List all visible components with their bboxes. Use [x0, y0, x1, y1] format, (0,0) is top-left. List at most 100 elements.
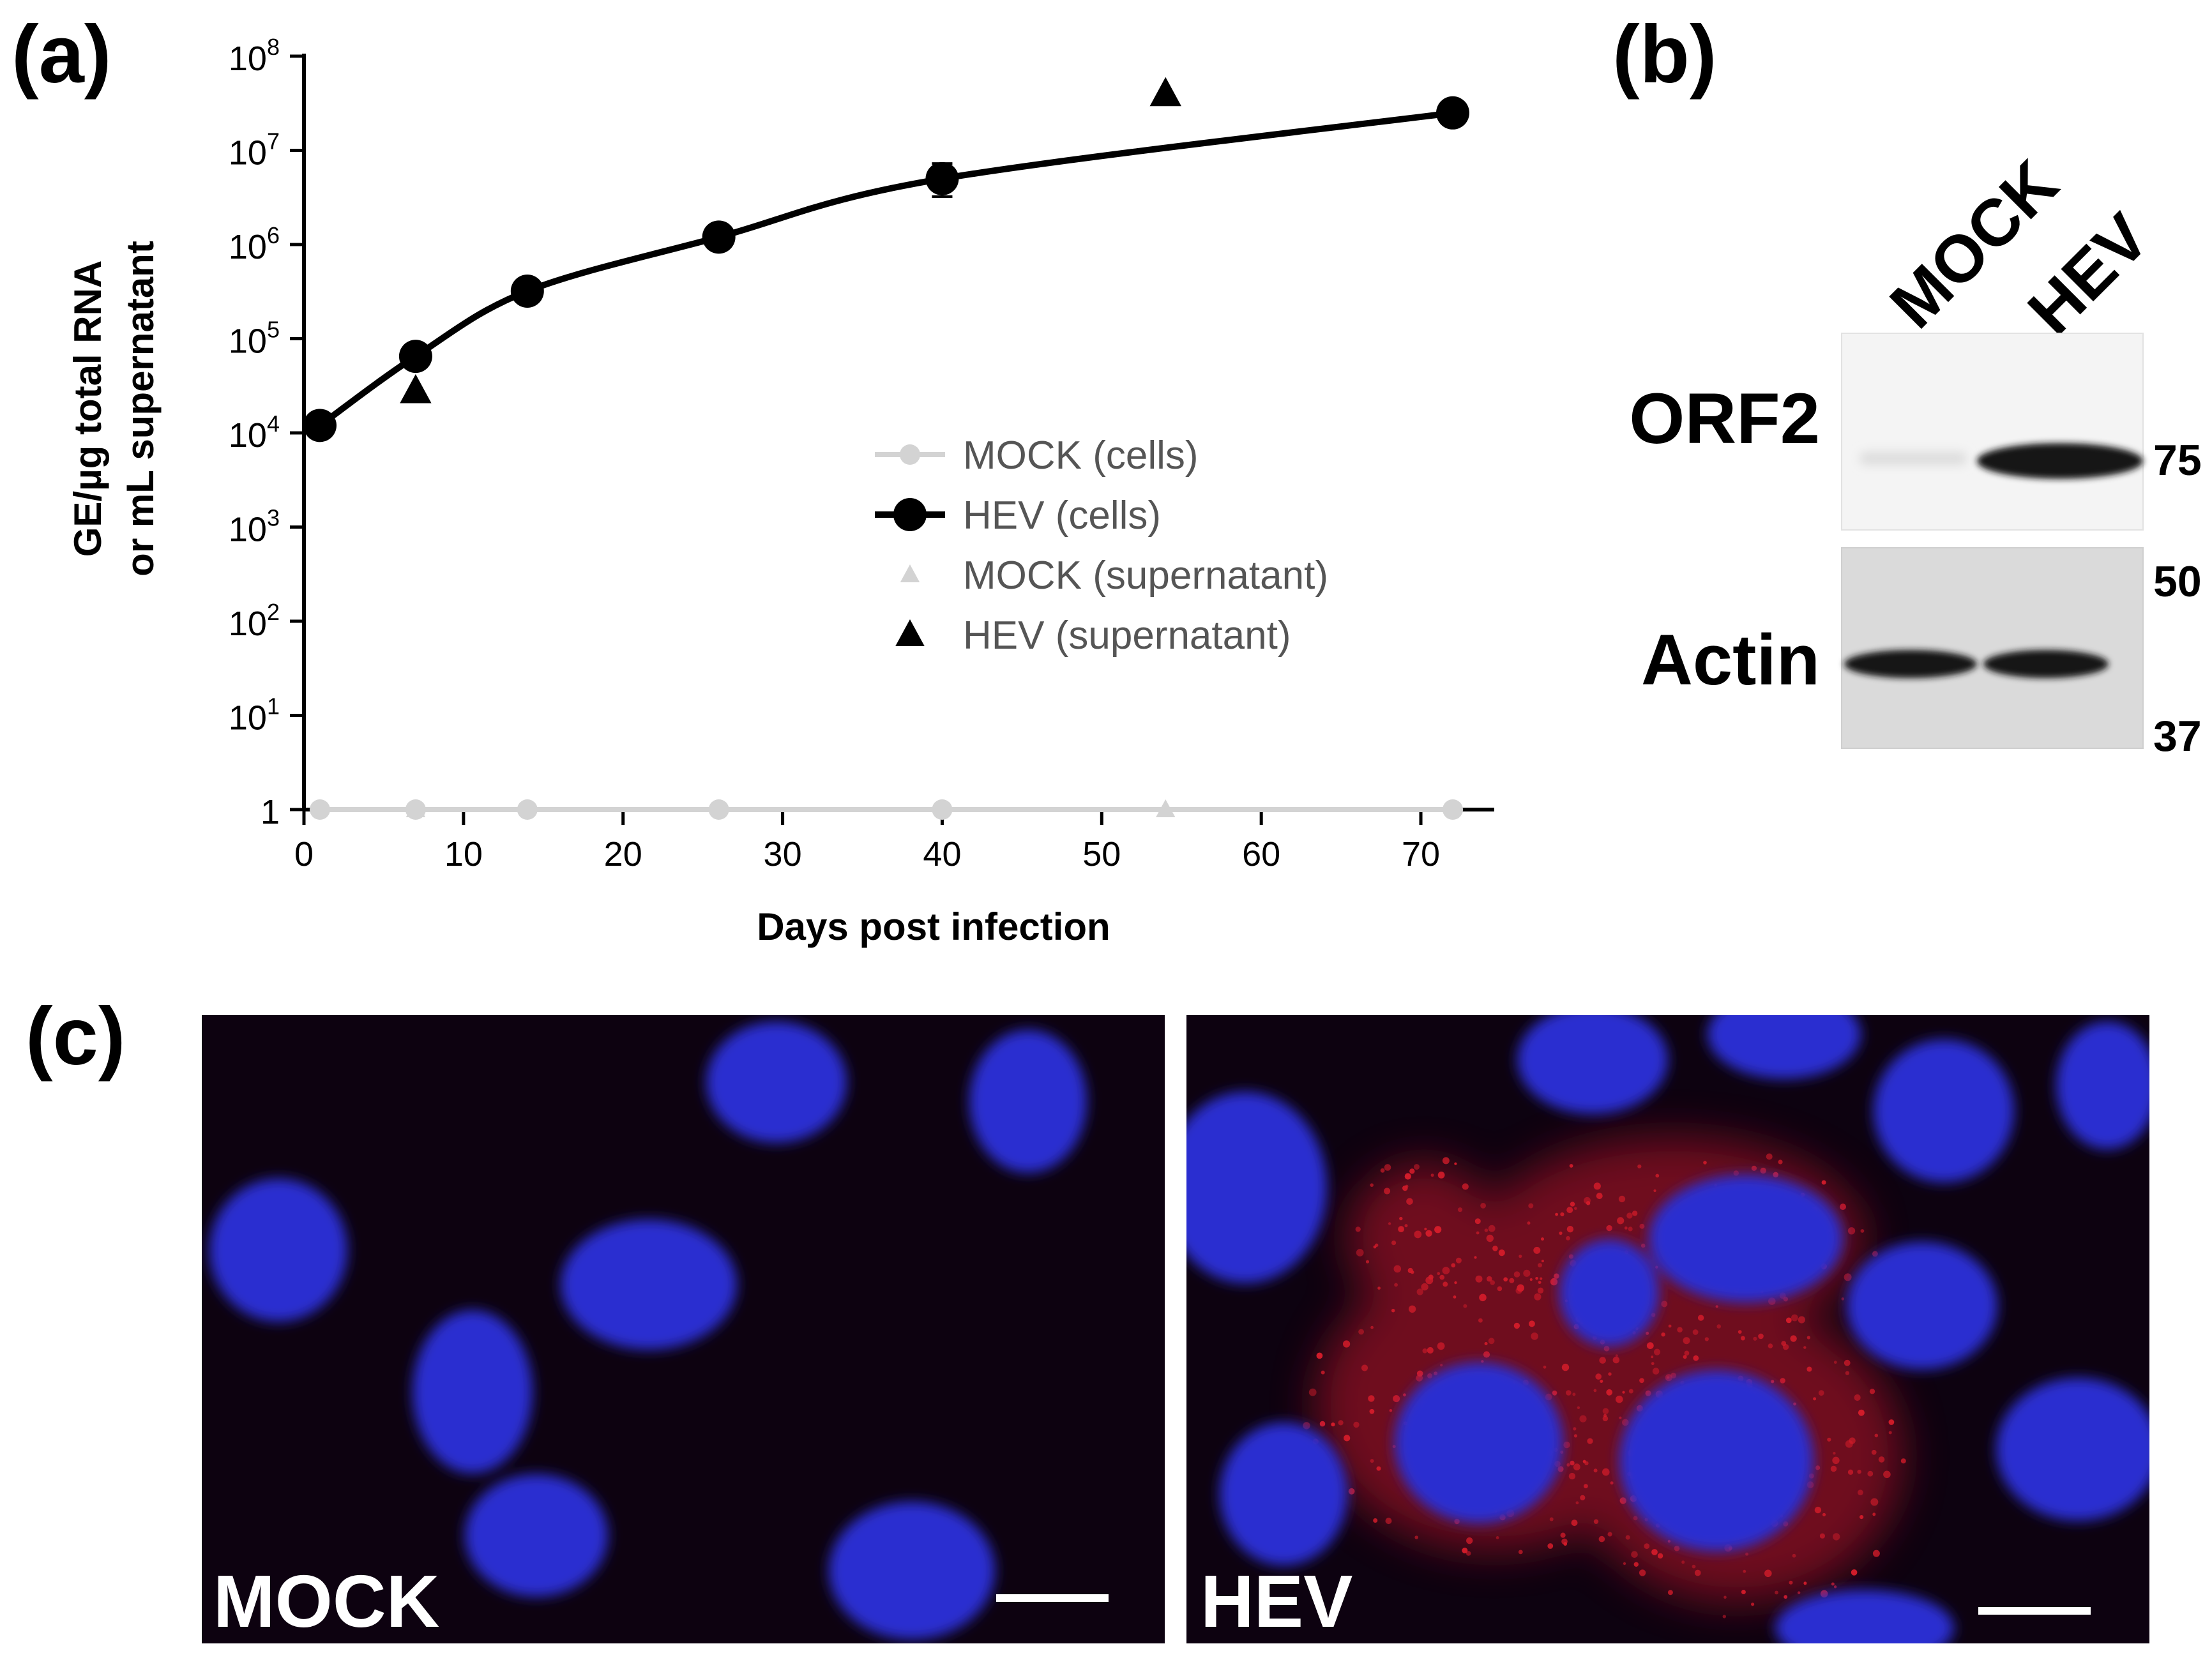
orf2-punctum	[1437, 1342, 1445, 1350]
orf2-punctum	[1653, 1348, 1661, 1355]
orf2-punctum	[1790, 1335, 1797, 1342]
orf2-punctum	[1683, 1355, 1687, 1359]
orf2-punctum	[1883, 1470, 1891, 1479]
data-point-circle	[708, 799, 729, 820]
orf2-punctum	[1600, 1380, 1603, 1383]
orf2-punctum	[1844, 1273, 1852, 1281]
orf2-punctum	[1528, 1203, 1534, 1209]
orf2-punctum	[1888, 1419, 1895, 1425]
orf2-punctum	[1457, 1207, 1463, 1212]
orf2-punctum	[1319, 1421, 1326, 1427]
orf2-punctum	[1845, 1371, 1850, 1375]
y-tick-label: 1	[261, 793, 280, 831]
orf2-punctum	[1424, 1227, 1427, 1231]
orf2-punctum	[1547, 1543, 1554, 1549]
orf2-punctum	[1498, 1249, 1505, 1256]
orf2-punctum	[1851, 1569, 1858, 1576]
orf2-punctum	[1573, 1434, 1577, 1438]
orf2-punctum	[1869, 1389, 1875, 1394]
orf2-punctum	[1403, 1393, 1406, 1397]
mw-marker-50: 50	[2153, 557, 2202, 606]
orf2-punctum	[1888, 1431, 1892, 1435]
orf2-punctum	[1854, 1394, 1861, 1401]
orf2-punctum	[1813, 1397, 1817, 1401]
orf2-punctum	[1570, 1460, 1575, 1466]
y-tick-label: 101	[229, 693, 280, 737]
orf2-punctum	[1741, 1590, 1746, 1594]
data-point-circle	[303, 409, 337, 442]
orf2-punctum	[1681, 1560, 1685, 1564]
orf2-punctum	[1661, 1301, 1668, 1308]
orf2-punctum	[1476, 1231, 1480, 1235]
x-tick-label: 30	[764, 835, 802, 873]
orf2-punctum	[1384, 1188, 1391, 1195]
orf2-punctum	[1427, 1347, 1434, 1354]
orf2-punctum	[1389, 1409, 1393, 1412]
orf2-punctum	[1538, 1281, 1542, 1284]
orf2-punctum	[1751, 1165, 1757, 1171]
orf2-punctum	[1644, 1543, 1650, 1549]
growth-chart: 1 101 102 103 104 105 106 107 108 0 10 20 30 40 50 60 7…	[66, 34, 1494, 948]
orf2-punctum	[1602, 1408, 1609, 1414]
orf2-punctum	[1619, 1416, 1622, 1419]
orf2-punctum	[1722, 1615, 1726, 1618]
y-tick-label: 103	[229, 505, 280, 549]
orf2-punctum	[1603, 1414, 1607, 1417]
orf2-punctum	[1353, 1421, 1360, 1428]
orf2-punctum	[1593, 1182, 1601, 1190]
orf2-punctum	[1513, 1271, 1520, 1278]
orf2-punctum	[1637, 1164, 1642, 1169]
orf2-punctum	[1541, 1260, 1544, 1263]
data-point-circle	[1436, 96, 1470, 130]
orf2-punctum	[1743, 1569, 1746, 1573]
data-point-circle	[309, 799, 330, 820]
legend-label: MOCK (supernatant)	[963, 554, 1328, 598]
orf2-punctum	[1377, 1286, 1381, 1290]
orf2-punctum	[1388, 1222, 1391, 1225]
orf2-punctum	[1370, 1183, 1374, 1187]
orf2-punctum	[1571, 1520, 1578, 1527]
orf2-punctum	[1573, 1463, 1580, 1471]
orf2-punctum	[1617, 1217, 1625, 1225]
orf2-punctum	[1584, 1196, 1591, 1204]
legend-swatch-triangle	[900, 564, 920, 582]
nucleus	[465, 1474, 608, 1597]
orf2-punctum	[1368, 1395, 1375, 1402]
orf2-punctum	[1595, 1373, 1602, 1380]
orf2-punctum	[1860, 1229, 1865, 1233]
orf2-punctum	[1633, 1562, 1639, 1567]
orf2-punctum	[1693, 1355, 1699, 1361]
orf2-punctum	[1781, 1341, 1787, 1346]
x-axis-label: Days post infection	[757, 905, 1110, 948]
orf2-punctum	[1370, 1325, 1374, 1329]
x-tick-label: 10	[444, 835, 483, 873]
orf2-punctum	[1566, 1226, 1574, 1233]
orf2-punctum	[1480, 1203, 1487, 1209]
orf2-punctum	[1692, 1564, 1696, 1569]
orf2-punctum	[1439, 1274, 1445, 1280]
orf2-punctum	[1733, 1170, 1739, 1176]
data-point-circle	[702, 220, 736, 254]
orf2-punctum	[1593, 1519, 1599, 1524]
orf2-punctum	[1628, 1389, 1633, 1394]
panel-label-b: (b)	[1612, 9, 1717, 100]
orf2-punctum	[1563, 1441, 1570, 1449]
nucleus	[706, 1022, 847, 1143]
orf2-punctum	[1626, 1212, 1633, 1219]
orf2-punctum	[1394, 1283, 1398, 1287]
series-line-1	[318, 109, 1453, 428]
orf2-punctum	[1612, 1356, 1620, 1364]
nucleus	[1220, 1422, 1347, 1566]
legend: MOCK (cells) HEV (cells) MOCK (supernatant…	[875, 434, 1328, 658]
orf2-punctum	[1602, 1468, 1610, 1476]
orf2-punctum	[1870, 1498, 1879, 1506]
orf2-punctum	[1549, 1517, 1554, 1521]
data-point-circle	[1443, 799, 1464, 820]
micrograph-label-hev: HEV	[1201, 1560, 1353, 1643]
orf2-punctum	[1443, 1281, 1448, 1287]
orf2-punctum	[1857, 1470, 1861, 1474]
orf2-punctum	[1841, 1297, 1845, 1301]
orf2-punctum	[1454, 1162, 1457, 1165]
orf2-punctum	[1422, 1348, 1428, 1354]
orf2-punctum	[1764, 1569, 1772, 1578]
